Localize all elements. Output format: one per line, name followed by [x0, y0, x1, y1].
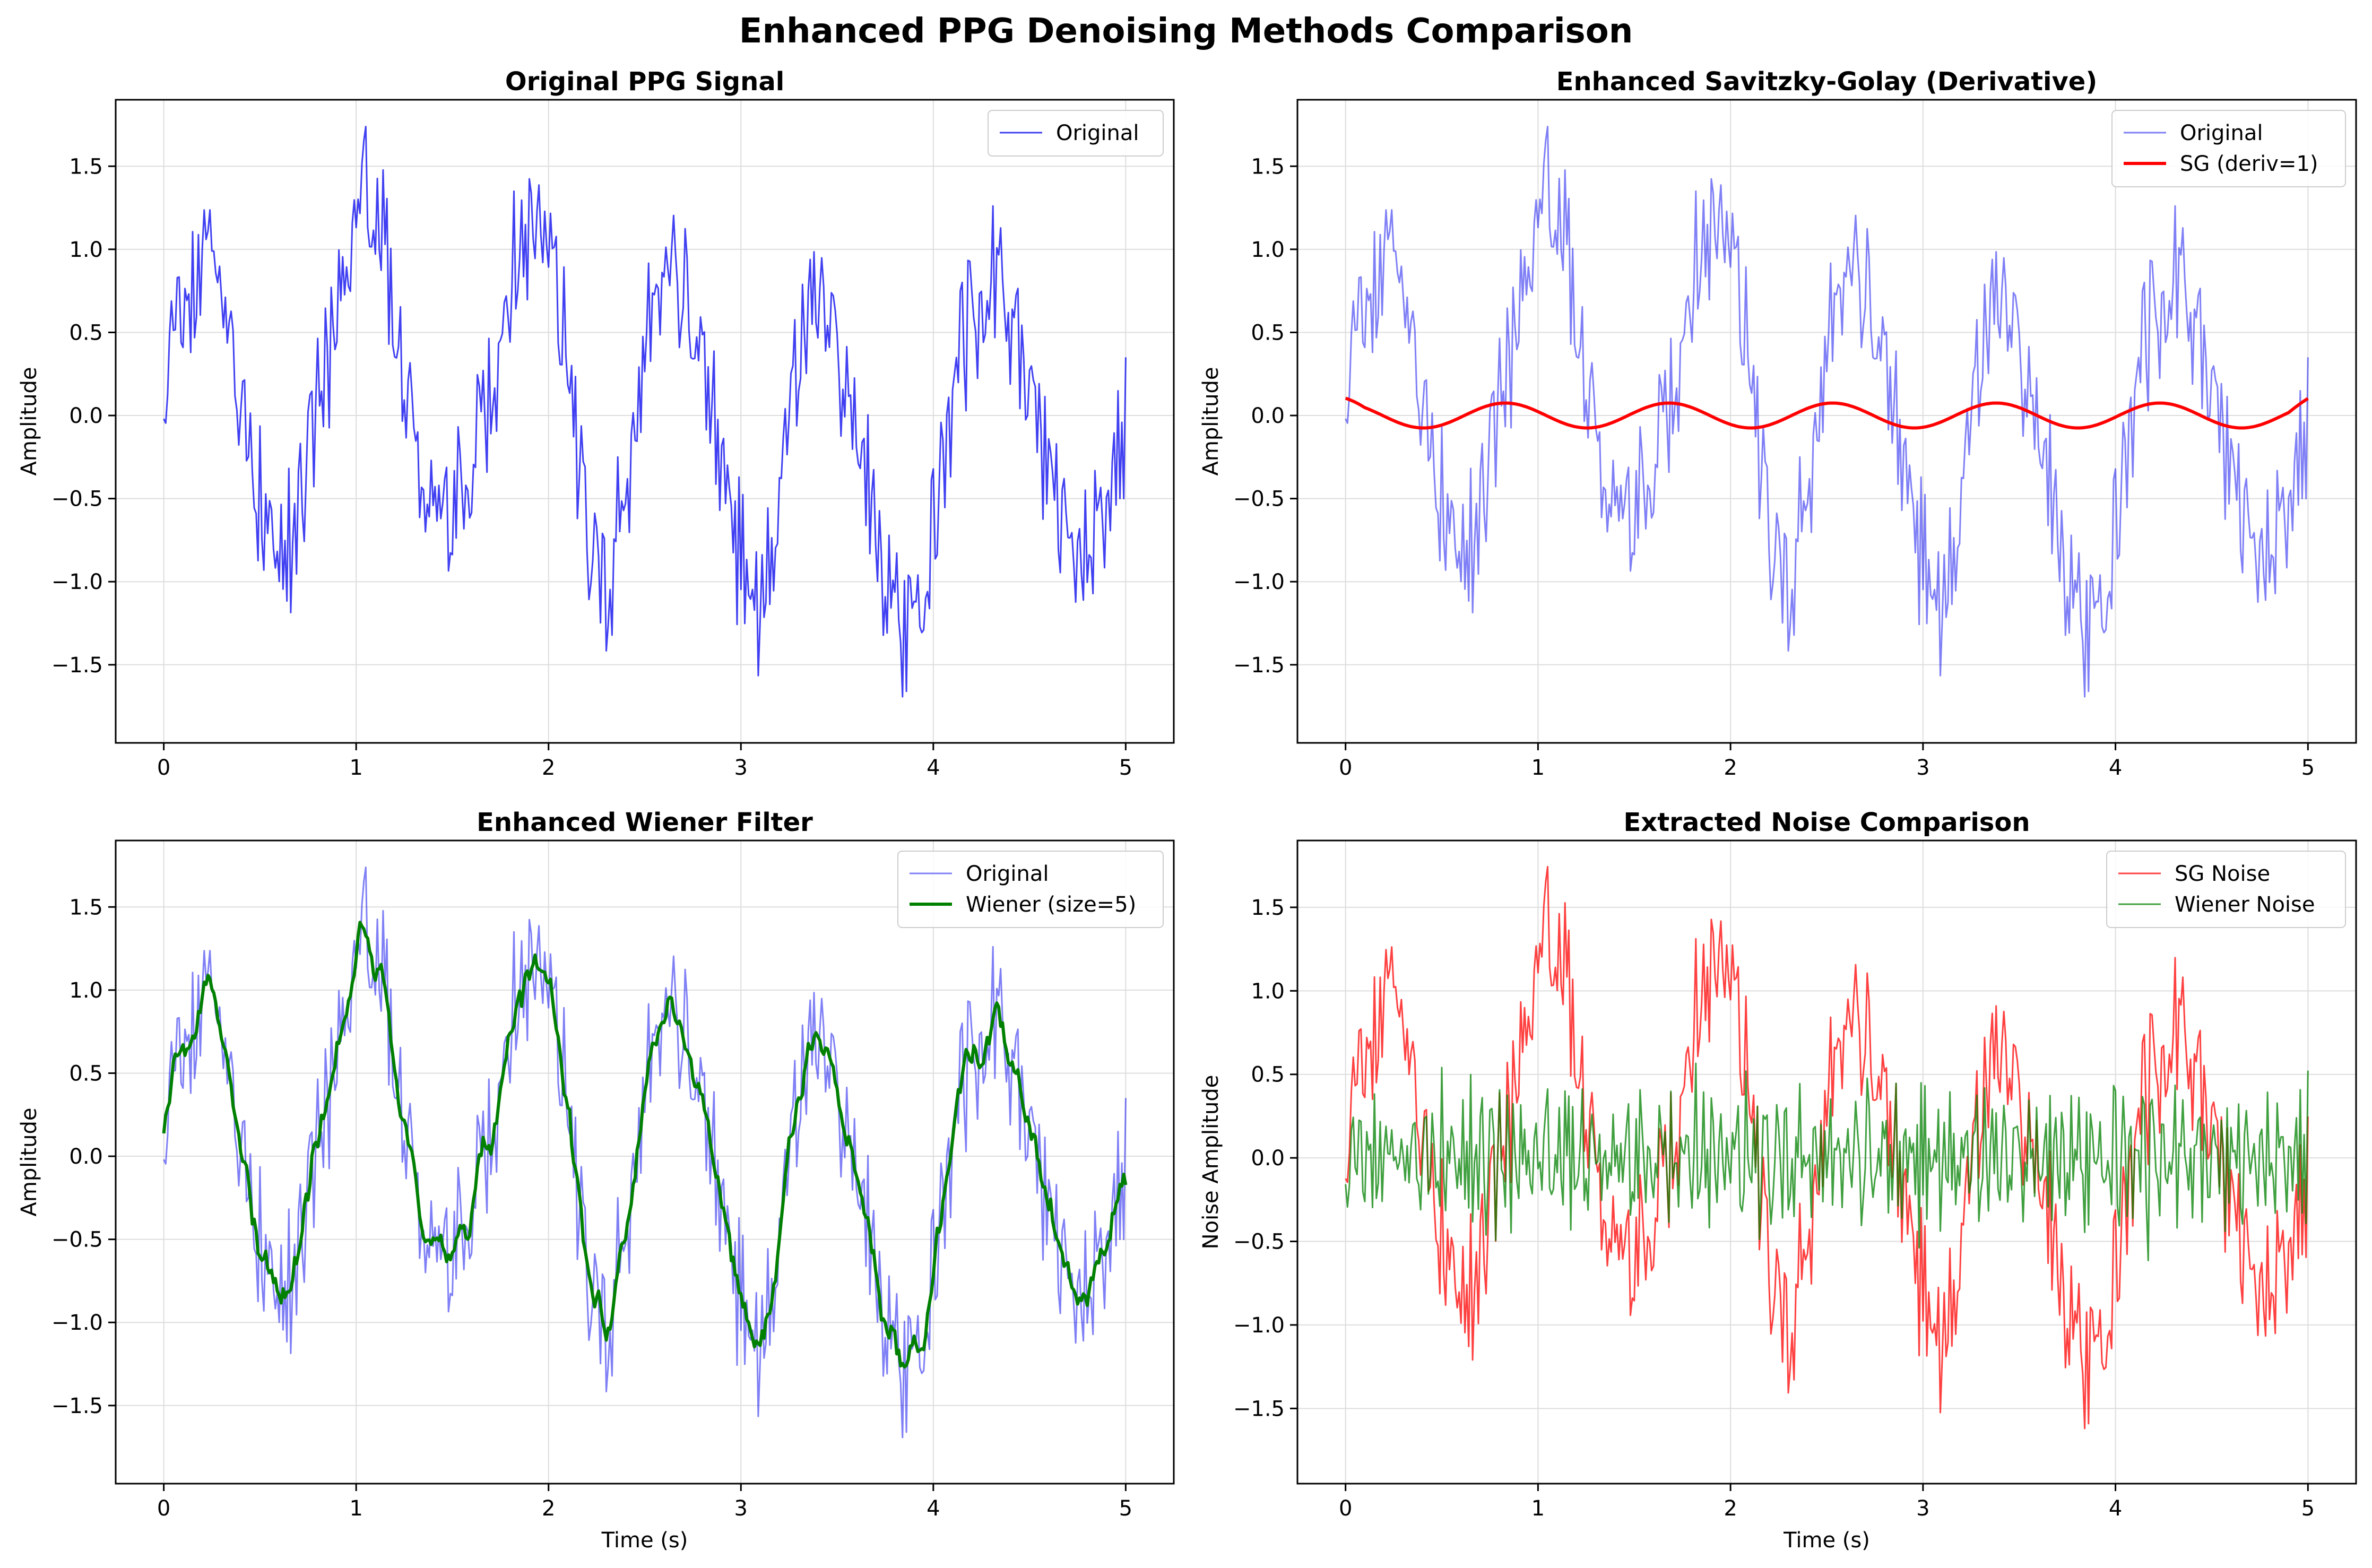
- panel-title: Enhanced Wiener Filter: [477, 808, 813, 837]
- legend-label: Wiener (size=5): [966, 893, 1136, 917]
- y-tick-label: −1.0: [1233, 1313, 1285, 1338]
- series-group: [162, 867, 1128, 1439]
- panel-3: 0 1 2 3 4 5 −1.5 −1.0 −0.5 0.0 0.5 1.0 1.5 Enhanced W…: [17, 808, 1175, 1553]
- y-tick-label: −0.5: [51, 487, 103, 512]
- y-tick-label: 1.0: [1251, 979, 1285, 1003]
- x-tick-label: 5: [2301, 756, 2315, 780]
- y-tick-label: 0.0: [1251, 404, 1285, 428]
- y-axis-label: Noise Amplitude: [1199, 1075, 1223, 1250]
- y-tick-label: −0.5: [1233, 487, 1285, 512]
- y-tick-label: 0.0: [69, 404, 103, 428]
- y-tick-label: −0.5: [1233, 1230, 1285, 1254]
- legend: Original SG (deriv=1): [2111, 110, 2346, 187]
- series-line-1: [163, 867, 1127, 1439]
- x-tick-label: 0: [1339, 756, 1352, 780]
- series-group: [1345, 865, 2309, 1430]
- panel-2: 0 1 2 3 4 5 −1.5 −1.0 −0.5 0.0 0.5 1.0 1.5 Enhanced S…: [1199, 67, 2357, 780]
- x-tick-label: 0: [1339, 1496, 1352, 1521]
- legend-box: [2111, 110, 2346, 187]
- y-tick-label: 1.5: [69, 154, 103, 179]
- legend-box: [2106, 851, 2346, 928]
- y-tick-label: 1.0: [69, 238, 103, 262]
- x-tick-label: 0: [157, 756, 170, 780]
- x-tick-label: 2: [1724, 1496, 1737, 1521]
- legend-label: Original: [1056, 121, 1139, 145]
- legend-box: [897, 851, 1164, 928]
- axes-frame: [115, 839, 1175, 1485]
- x-tick-label: 1: [1531, 756, 1545, 780]
- series-line-2: [1345, 396, 2309, 430]
- x-tick-label: 1: [349, 756, 362, 780]
- x-tick-label: 3: [1916, 1496, 1929, 1521]
- panel-title: Extracted Noise Comparison: [1623, 808, 2030, 837]
- x-tick-label: 1: [349, 1496, 362, 1521]
- panel-4: 0 1 2 3 4 5 −1.5 −1.0 −0.5 0.0 0.5 1.0 1.5 Extracted …: [1199, 808, 2357, 1553]
- y-tick-label: 1.5: [1251, 154, 1285, 179]
- x-axis-label: Time (s): [601, 1528, 688, 1553]
- y-tick-label: 0.5: [1251, 320, 1285, 345]
- x-tick-label: 5: [1119, 756, 1132, 780]
- x-tick-label: 2: [1724, 756, 1737, 780]
- legend-label: SG Noise: [2175, 862, 2270, 886]
- y-tick-label: −1.0: [51, 1311, 103, 1335]
- x-tick-label: 4: [927, 756, 940, 780]
- axes-frame: [1296, 99, 2357, 744]
- axes-frame: [1296, 839, 2357, 1485]
- legend: Original: [988, 110, 1164, 157]
- y-axis-label: Amplitude: [1199, 367, 1223, 476]
- x-axis-label: Time (s): [1783, 1528, 1870, 1553]
- y-tick-label: −1.5: [1233, 1397, 1285, 1421]
- series-group: [163, 126, 1127, 698]
- axes-frame: [115, 99, 1175, 744]
- legend: SG Noise Wiener Noise: [2106, 851, 2346, 928]
- x-tick-label: 5: [2301, 1496, 2315, 1521]
- panel-title: Enhanced Savitzky-Golay (Derivative): [1556, 67, 2098, 97]
- y-tick-label: −1.0: [1233, 570, 1285, 594]
- y-tick-label: 1.5: [69, 895, 103, 920]
- y-tick-label: −1.5: [51, 1394, 103, 1418]
- y-tick-label: −1.5: [51, 653, 103, 678]
- series-line-2: [162, 921, 1128, 1369]
- x-tick-label: 4: [2109, 756, 2122, 780]
- y-axis-label: Amplitude: [17, 1108, 41, 1217]
- legend-label: Wiener Noise: [2175, 893, 2315, 917]
- x-tick-label: 2: [542, 756, 555, 780]
- series-line-1: [163, 126, 1127, 698]
- y-tick-label: −1.0: [51, 570, 103, 594]
- panel-1: 0 1 2 3 4 5 −1.5 −1.0 −0.5 0.0 0.5 1.0 1.5 Original P…: [17, 67, 1175, 780]
- x-tick-label: 4: [927, 1496, 940, 1521]
- series-line-1: [1345, 126, 2309, 698]
- y-tick-label: 1.5: [1251, 896, 1285, 920]
- y-tick-label: −1.5: [1233, 653, 1285, 678]
- y-tick-label: −0.5: [51, 1228, 103, 1252]
- x-tick-label: 2: [542, 1496, 555, 1521]
- x-tick-label: 1: [1531, 1496, 1545, 1521]
- x-tick-label: 4: [2109, 1496, 2122, 1521]
- x-tick-label: 0: [157, 1496, 170, 1521]
- y-tick-label: 1.0: [69, 978, 103, 1003]
- x-tick-label: 5: [1119, 1496, 1132, 1521]
- y-tick-label: 0.0: [69, 1145, 103, 1169]
- legend: Original Wiener (size=5): [897, 851, 1164, 928]
- y-axis-label: Amplitude: [17, 367, 41, 476]
- x-tick-label: 3: [734, 1496, 748, 1521]
- figure-suptitle: Enhanced PPG Denoising Methods Compariso…: [739, 12, 1633, 51]
- legend-box: [988, 110, 1164, 157]
- panels: 0 1 2 3 4 5 −1.5 −1.0 −0.5 0.0 0.5 1.0 1.5 Original P…: [17, 67, 2357, 1553]
- legend-label: Original: [2180, 121, 2263, 145]
- y-tick-label: 0.0: [1251, 1146, 1285, 1171]
- y-tick-label: 0.5: [69, 320, 103, 345]
- panel-title: Original PPG Signal: [505, 67, 784, 97]
- y-tick-label: 0.5: [69, 1061, 103, 1086]
- legend-label: Original: [966, 862, 1049, 886]
- x-tick-label: 3: [1916, 756, 1929, 780]
- series-line-2: [1345, 1062, 2309, 1261]
- y-tick-label: 1.0: [1251, 238, 1285, 262]
- y-tick-label: 0.5: [1251, 1063, 1285, 1087]
- series-group: [1345, 126, 2309, 698]
- x-tick-label: 3: [734, 756, 748, 780]
- legend-label: SG (deriv=1): [2180, 152, 2318, 176]
